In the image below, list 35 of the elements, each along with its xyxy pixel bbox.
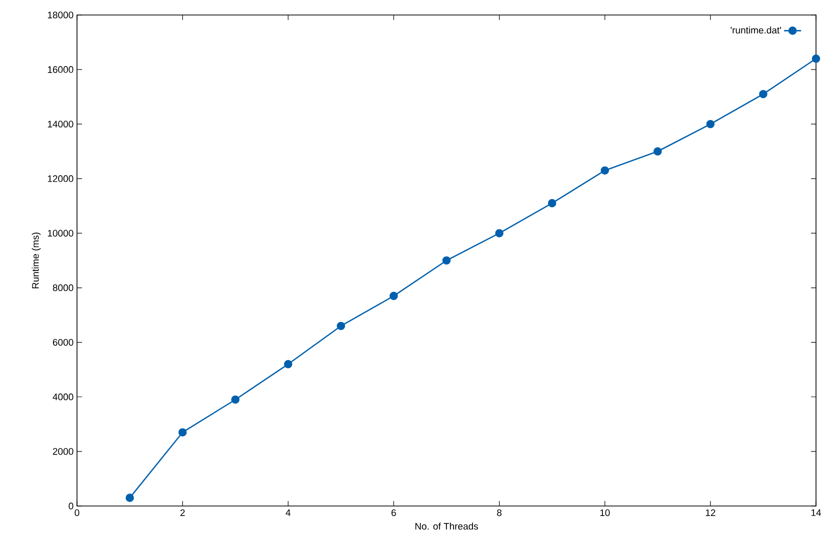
point: [231, 395, 240, 404]
point: [336, 322, 346, 330]
y-tick-label: 2000: [52, 448, 74, 455]
x-tick-label: 8: [497, 509, 502, 516]
y-tick-label: 14000: [48, 120, 74, 128]
point: [654, 147, 662, 156]
x-tick-label: 14: [811, 509, 822, 516]
x-axis-title: No. of Threads: [415, 522, 478, 530]
x-tick-label: 12: [706, 509, 716, 516]
point: [812, 54, 820, 63]
point: [495, 229, 504, 238]
x-tick-label: 4: [286, 509, 291, 516]
point: [126, 494, 134, 502]
y-tick-label: 8000: [52, 284, 74, 292]
point: [706, 120, 715, 128]
legend-label: 'runtime.dat': [730, 26, 781, 34]
x-tick-label: 10: [600, 509, 610, 516]
point: [178, 428, 187, 436]
x-tick-label: 2: [180, 509, 185, 516]
point: [442, 256, 451, 265]
point: [600, 166, 610, 175]
y-tick-label: 12000: [48, 175, 74, 182]
x-tick-label: 0: [74, 509, 80, 516]
y-tick-label: 0: [68, 502, 74, 510]
y-tick-label: 6000: [52, 338, 74, 346]
y-tick-label: 16000: [48, 66, 74, 73]
point: [390, 292, 398, 300]
y-tick-label: 4000: [52, 394, 74, 400]
point: [284, 360, 292, 368]
y-tick-label: 18000: [48, 12, 74, 18]
y-axis-title: Runtime (ms): [32, 232, 41, 288]
x-tick-label: 6: [392, 509, 396, 516]
point: [548, 199, 556, 208]
point: [759, 90, 768, 98]
y-tick-label: 10000: [48, 230, 74, 237]
